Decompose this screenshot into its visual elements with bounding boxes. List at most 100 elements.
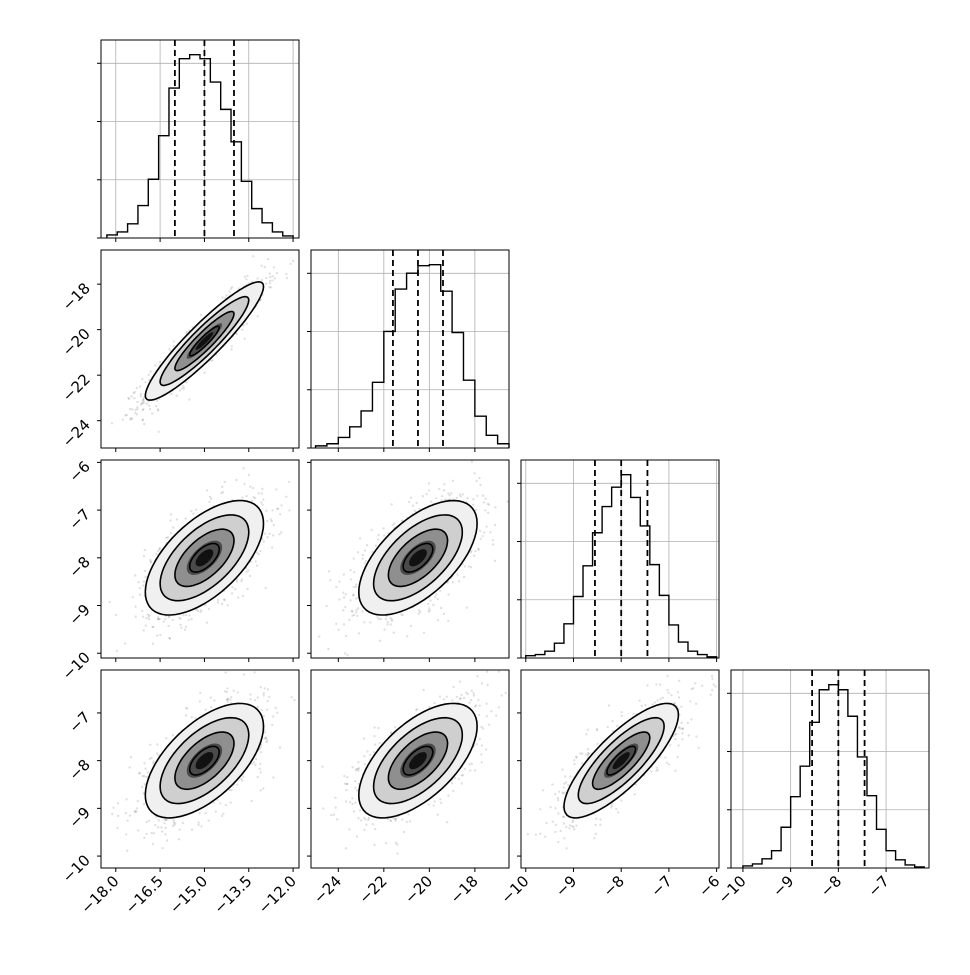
- scatter-point: [353, 557, 355, 559]
- scatter-point: [464, 565, 466, 567]
- scatter-point: [478, 477, 480, 479]
- scatter-point: [269, 272, 271, 274]
- scatter-point: [173, 340, 175, 342]
- scatter-point: [213, 699, 215, 701]
- scatter-point: [235, 479, 237, 481]
- scatter-point: [237, 691, 239, 693]
- scatter-point: [264, 731, 266, 733]
- scatter-point: [159, 634, 161, 636]
- scatter-point: [390, 623, 392, 625]
- scatter-point: [172, 734, 174, 736]
- scatter-point: [192, 513, 194, 515]
- scatter-point: [261, 492, 263, 494]
- scatter-point: [410, 625, 412, 627]
- scatter-point: [165, 737, 167, 739]
- scatter-point: [188, 614, 190, 616]
- scatter-point: [168, 616, 170, 618]
- scatter-point: [371, 529, 373, 531]
- scatter-point: [179, 624, 181, 626]
- scatter-point: [150, 561, 152, 563]
- scatter-point: [124, 414, 126, 416]
- scatter-point: [345, 635, 347, 637]
- scatter-point: [278, 533, 280, 535]
- scatter-point: [221, 815, 223, 817]
- scatter-point: [393, 632, 395, 634]
- scatter-point: [254, 699, 256, 701]
- scatter-point: [362, 558, 364, 560]
- scatter-point: [242, 595, 244, 597]
- scatter-point: [264, 533, 266, 535]
- scatter-point: [143, 775, 145, 777]
- scatter-point: [128, 766, 130, 768]
- scatter-point: [152, 643, 154, 645]
- scatter-point: [126, 820, 128, 822]
- scatter-point: [148, 616, 150, 618]
- scatter-point: [265, 283, 267, 285]
- scatter-point: [230, 696, 232, 698]
- scatter-point: [328, 570, 330, 572]
- scatter-point: [271, 520, 273, 522]
- scatter-point: [257, 553, 259, 555]
- scatter-point: [152, 626, 154, 628]
- scatter-point: [149, 744, 151, 746]
- scatter-point: [198, 812, 200, 814]
- scatter-point: [135, 616, 137, 618]
- scatter-point: [382, 527, 384, 529]
- scatter-point: [243, 673, 245, 675]
- scatter-point: [318, 635, 320, 637]
- scatter-point: [364, 549, 366, 551]
- scatter-point: [234, 588, 236, 590]
- scatter-point: [365, 560, 367, 562]
- scatter-point: [260, 501, 262, 503]
- scatter-point: [357, 607, 359, 609]
- scatter-point: [221, 486, 223, 488]
- scatter-point: [246, 323, 248, 325]
- scatter-point: [117, 802, 119, 804]
- scatter-point: [142, 616, 144, 618]
- scatter-point: [179, 828, 181, 830]
- scatter-point: [430, 501, 432, 503]
- scatter-point: [383, 628, 385, 630]
- scatter-point: [417, 613, 419, 615]
- scatter-point: [423, 632, 425, 634]
- scatter-point: [136, 387, 138, 389]
- scatter-point: [195, 509, 197, 511]
- scatter-point: [115, 614, 117, 616]
- scatter-point: [134, 391, 136, 393]
- scatter-point: [386, 623, 388, 625]
- scatter-point: [178, 838, 180, 840]
- scatter-point: [172, 619, 174, 621]
- scatter-point: [271, 546, 273, 548]
- scatter-point: [174, 822, 176, 824]
- scatter-point: [479, 538, 481, 540]
- scatter-point: [338, 580, 340, 582]
- scatter-point: [142, 792, 144, 794]
- scatter-point: [479, 484, 481, 486]
- scatter-point: [408, 501, 410, 503]
- scatter-point: [487, 512, 489, 514]
- scatter-point: [154, 364, 156, 366]
- scatter-point: [168, 348, 170, 350]
- scatter-point: [345, 593, 347, 595]
- scatter-point: [179, 389, 181, 391]
- scatter-point: [380, 618, 382, 620]
- scatter-point: [138, 772, 140, 774]
- scatter-point: [485, 526, 487, 528]
- scatter-point: [272, 776, 274, 778]
- scatter-point: [164, 618, 166, 620]
- scatter-point: [357, 551, 359, 553]
- scatter-point: [267, 688, 269, 690]
- scatter-point: [140, 403, 142, 405]
- scatter-point: [440, 607, 442, 609]
- scatter-point: [263, 715, 265, 717]
- scatter-point: [211, 359, 213, 361]
- scatter-point: [227, 604, 229, 606]
- scatter-point: [143, 555, 145, 557]
- scatter-point: [136, 408, 138, 410]
- scatter-point: [163, 621, 165, 623]
- scatter-point: [466, 607, 468, 609]
- scatter-point: [172, 819, 174, 821]
- scatter-point: [157, 826, 159, 828]
- scatter-point: [266, 700, 268, 702]
- scatter-point: [112, 807, 114, 809]
